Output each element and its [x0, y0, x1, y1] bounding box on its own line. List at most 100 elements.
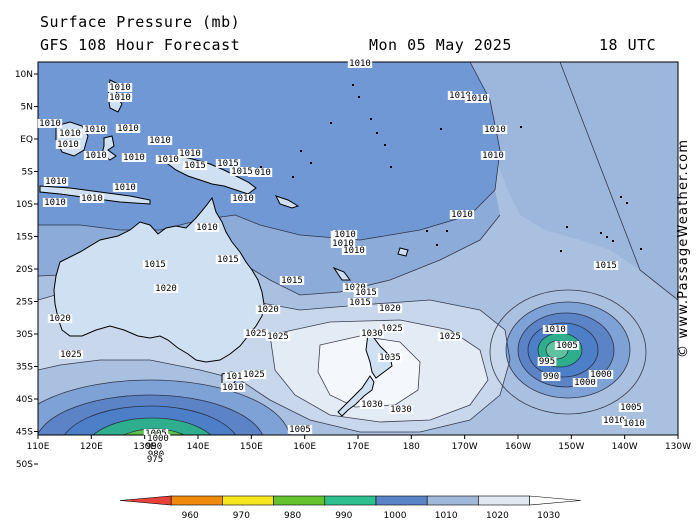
svg-text:1020: 1020 [379, 304, 401, 314]
pressure-band-1010-1015-ring [38, 190, 500, 295]
svg-text:1010: 1010 [232, 194, 254, 204]
isobar-label: 1010 [449, 210, 475, 220]
svg-text:1010: 1010 [449, 91, 471, 101]
isobar-label: 1025 [265, 332, 291, 342]
isobar-label: 1010 [82, 125, 108, 135]
new-caledonia-coastline [332, 266, 351, 281]
pressure-band-1010-1015 [470, 62, 678, 300]
pacific-islands [260, 84, 642, 252]
lat-tick-label: 20S [16, 265, 33, 275]
isobar-label: 1010 [83, 151, 109, 161]
isobar-label: 1025 [437, 332, 463, 342]
svg-text:1015: 1015 [355, 288, 377, 298]
lat-tick-label: 50S [16, 460, 33, 470]
svg-text:1020: 1020 [155, 284, 177, 294]
lat-tick-label: 10N [15, 70, 33, 80]
isobar-label: 1010 [57, 129, 83, 139]
svg-text:1005: 1005 [620, 403, 642, 413]
legend-swatch [478, 495, 530, 506]
lon-tick-label: 130W [665, 442, 691, 452]
isobar-label: 1010 [341, 246, 367, 256]
isobar-label: 1020 [47, 314, 73, 324]
chart-title: Surface Pressure (mb) [40, 13, 241, 31]
svg-text:1010: 1010 [84, 125, 106, 135]
legend-swatch [324, 495, 377, 506]
lon-tick-label: 120E [80, 442, 103, 452]
svg-text:1010: 1010 [39, 119, 61, 129]
isobar-label: 1010 [147, 136, 173, 146]
lon-tick-label: 170E [347, 442, 370, 452]
isobar-label: 1010 [107, 83, 133, 93]
legend-tick-label: 990 [335, 511, 352, 521]
svg-text:1030: 1030 [361, 329, 383, 339]
isobar-label: 1010 [112, 183, 138, 193]
svg-text:1025: 1025 [267, 332, 289, 342]
isobar-label: 1010 [43, 177, 69, 187]
nz-south-island [337, 375, 375, 417]
isobar-label: 1025 [241, 370, 267, 380]
svg-text:995: 995 [539, 357, 555, 367]
legend-low-arrow [119, 495, 172, 506]
svg-text:1025: 1025 [245, 329, 267, 339]
solomon-islands [275, 195, 300, 209]
pressure-band-below-1010 [38, 62, 500, 240]
isobar-label: 995 [537, 357, 557, 367]
svg-text:1010: 1010 [85, 151, 107, 161]
isobar-label: 1000 [588, 370, 614, 380]
lat-tick-label: 25S [16, 298, 33, 308]
svg-text:1010: 1010 [44, 198, 66, 208]
isobar-label: 1010 [37, 119, 63, 129]
isobar-label: 1030 [359, 329, 385, 339]
svg-text:1010: 1010 [334, 230, 356, 240]
forecast-date: Mon 05 May 2025 [369, 36, 512, 54]
svg-text:975: 975 [147, 455, 163, 465]
isobar-label: 1020 [153, 284, 179, 294]
forecast-subtitle: GFS 108 Hour Forecast [40, 36, 241, 54]
svg-text:1010: 1010 [544, 325, 566, 335]
svg-text:1005: 1005 [556, 341, 578, 351]
svg-text:1010: 1010 [466, 94, 488, 104]
isobar-label: 1020 [255, 305, 281, 315]
isobar-label: 1010 [601, 416, 627, 426]
isobar-label: 1015 [229, 167, 255, 177]
isobar-label: 1015 [353, 288, 379, 298]
isobar-label: 1015 [347, 298, 373, 308]
isobar-label: 1010 [42, 198, 68, 208]
lon-tick-label: 140W [612, 442, 638, 452]
svg-text:1010: 1010 [157, 155, 179, 165]
legend-swatch [170, 495, 223, 506]
color-legend: 960 970 980 990 1000 1010 1020 1030 [119, 495, 581, 521]
lat-tick-label: EQ [20, 135, 33, 145]
isobar-label: 1010 [121, 153, 147, 163]
lat-tick-label: 40S [16, 395, 33, 405]
isobar-label: 1010 [115, 124, 141, 134]
svg-text:1015: 1015 [144, 260, 166, 270]
svg-text:1010: 1010 [623, 419, 645, 429]
isobar-label: 1015 [142, 260, 168, 270]
legend-tick-label: 1010 [435, 511, 458, 521]
svg-text:1035: 1035 [379, 353, 401, 363]
lon-tick-label: 150W [558, 442, 584, 452]
svg-text:1010: 1010 [196, 223, 218, 233]
svg-text:1010: 1010 [57, 140, 79, 150]
svg-text:1010: 1010 [222, 383, 244, 393]
isobar-label: 1005 [287, 425, 313, 435]
isobar-label: 1015 [215, 255, 241, 265]
svg-text:1025: 1025 [381, 324, 403, 334]
isobar-label: 1010 [621, 419, 647, 429]
south-low-990 [93, 418, 211, 435]
legend-tick-label: 1000 [384, 511, 407, 521]
isobar-label: 1010 [332, 230, 358, 240]
isobar-label: 1005 [618, 403, 644, 413]
lon-tick-label: 140E [187, 442, 210, 452]
legend-tick-label: 1030 [537, 511, 560, 521]
svg-text:1010: 1010 [149, 136, 171, 146]
legend-tick-label: 970 [233, 511, 250, 521]
svg-text:1010: 1010 [114, 183, 136, 193]
svg-text:1015: 1015 [231, 167, 253, 177]
fiji-islands [397, 247, 409, 257]
legend-high-arrow [529, 495, 581, 506]
svg-text:1015: 1015 [184, 161, 206, 171]
